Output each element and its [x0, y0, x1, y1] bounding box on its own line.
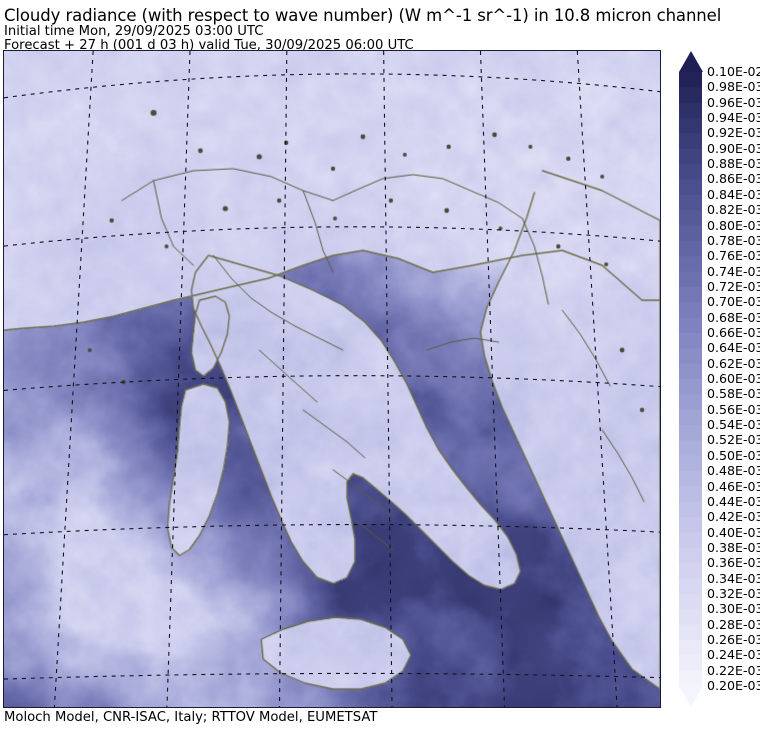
- colorbar-tick-label: 0.64E-03: [707, 340, 760, 356]
- colorbar-tick-label: 0.68E-03: [707, 309, 760, 325]
- colorbar-tick-label: 0.56E-03: [707, 401, 760, 417]
- colorbar-tick-label: 0.38E-03: [707, 539, 760, 555]
- colorbar-tick-label: 0.52E-03: [707, 432, 760, 448]
- colorbar-tick-label: 0.76E-03: [707, 248, 760, 264]
- colorbar-tick-label: 0.70E-03: [707, 294, 760, 310]
- colorbar-tick-label: 0.10E-02: [707, 64, 760, 79]
- colorbar-tick-label: 0.28E-03: [707, 616, 760, 632]
- colorbar-tick-label: 0.44E-03: [707, 493, 760, 509]
- colorbar-tick-label: 0.58E-03: [707, 386, 760, 402]
- colorbar-tick-label: 0.94E-03: [707, 110, 760, 125]
- satellite-radiance-field: [4, 51, 660, 707]
- colorbar-tick-labels: 0.10E-02 0.98E-03 0.96E-03 0.94E-03 0.92E-03…: [707, 50, 760, 708]
- colorbar-tick-label: 0.32E-03: [707, 585, 760, 601]
- colorbar-tick-label: 0.42E-03: [707, 509, 760, 525]
- colorbar-tick-label: 0.34E-03: [707, 570, 760, 586]
- colorbar-tick-label: 0.98E-03: [707, 79, 760, 95]
- forecast-validity-label: Forecast + 27 h (001 d 03 h) valid Tue, …: [4, 38, 414, 53]
- colorbar-tick-label: 0.92E-03: [707, 125, 760, 141]
- colorbar-tick-label: 0.96E-03: [707, 94, 760, 110]
- colorbar-tick-label: 0.88E-03: [707, 156, 760, 172]
- colorbar-tick-label: 0.82E-03: [707, 202, 760, 218]
- colorbar-tick-label: 0.60E-03: [707, 371, 760, 386]
- colorbar-tick-label: 0.62E-03: [707, 355, 760, 371]
- page-title: Cloudy radiance (with respect to wave nu…: [4, 6, 722, 25]
- colorbar-tick-label: 0.24E-03: [707, 647, 760, 663]
- radiance-colorbar: 0.10E-02 0.98E-03 0.96E-03 0.94E-03 0.92E-03…: [676, 50, 760, 708]
- colorbar-tick-label: 0.90E-03: [707, 140, 760, 156]
- colorbar-tick-label: 0.50E-03: [707, 447, 760, 463]
- colorbar-tick-label: 0.80E-03: [707, 217, 760, 233]
- colorbar-tick-label: 0.54E-03: [707, 417, 760, 432]
- colorbar-tick-label: 0.26E-03: [707, 632, 760, 647]
- colorbar-tick-label: 0.40E-03: [707, 524, 760, 540]
- model-credit-label: Moloch Model, CNR-ISAC, Italy; RTTOV Mod…: [4, 710, 378, 725]
- colorbar-gradient: [679, 51, 703, 707]
- map-plot-area: [3, 50, 661, 708]
- colorbar-tick-label: 0.46E-03: [707, 478, 760, 494]
- colorbar-tick-label: 0.30E-03: [707, 601, 760, 617]
- colorbar-tick-label: 0.84E-03: [707, 186, 760, 202]
- colorbar-tick-label: 0.66E-03: [707, 324, 760, 340]
- colorbar-tick-label: 0.20E-03: [707, 678, 760, 693]
- colorbar-tick-label: 0.36E-03: [707, 555, 760, 571]
- colorbar-tick-label: 0.86E-03: [707, 171, 760, 187]
- initial-time-label: Initial time Mon, 29/09/2025 03:00 UTC: [4, 24, 264, 39]
- colorbar-tick-label: 0.48E-03: [707, 463, 760, 479]
- colorbar-tick-label: 0.22E-03: [707, 662, 760, 678]
- colorbar-tick-label: 0.74E-03: [707, 263, 760, 279]
- colorbar-tick-label: 0.78E-03: [707, 232, 760, 248]
- colorbar-tick-label: 0.72E-03: [707, 278, 760, 294]
